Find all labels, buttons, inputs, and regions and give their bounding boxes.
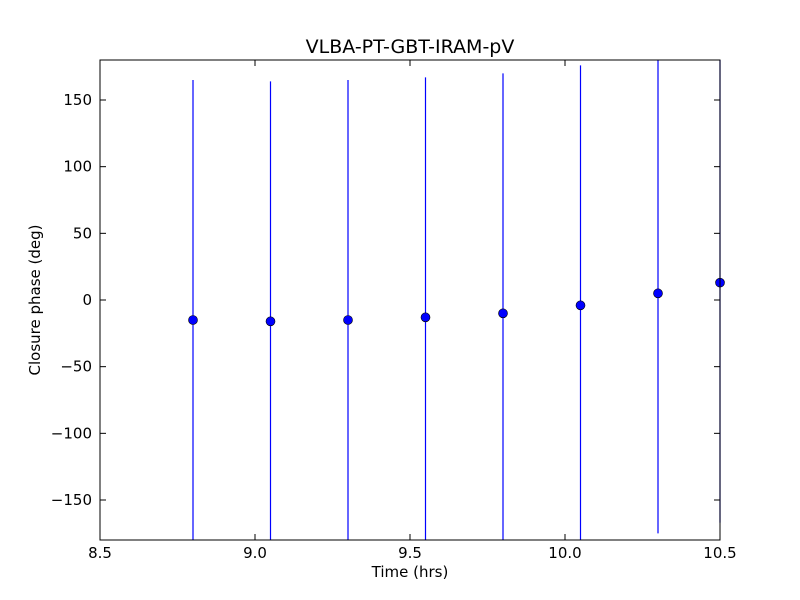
x-axis-label: Time (hrs) [371,563,449,581]
y-tick-label: −150 [51,491,92,509]
y-tick-label: 150 [63,91,92,109]
data-point [498,308,508,319]
data-point [343,315,353,325]
x-tick-label: 10.5 [703,544,736,562]
data-point [653,288,663,299]
x-axis-ticks: 8.5 9.0 9.5 10.0 10.5 [88,60,737,562]
y-tick-label: −100 [51,424,92,442]
chart-title: VLBA-PT-GBT-IRAM-pV [306,36,515,58]
y-tick-label: 50 [73,224,92,242]
y-tick-label: 100 [63,158,92,176]
data-point [188,315,198,325]
y-axis-ticks: −150 −100 −50 0 50 100 150 [51,91,720,509]
error-bars [192,60,721,540]
y-tick-label: 0 [82,291,92,309]
data-point [575,300,586,311]
x-tick-label: 9.5 [398,544,422,562]
data-points [188,277,725,327]
data-point [420,312,431,323]
y-axis-label: Closure phase (deg) [26,225,44,376]
x-tick-label: 9.0 [243,544,267,562]
x-tick-label: 8.5 [88,544,112,562]
x-tick-label: 10.0 [548,544,581,562]
y-tick-label: −50 [60,358,92,376]
data-point [265,316,276,327]
